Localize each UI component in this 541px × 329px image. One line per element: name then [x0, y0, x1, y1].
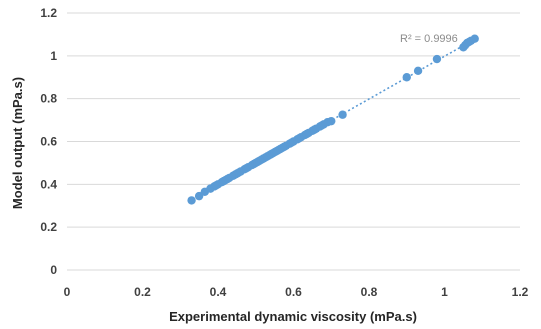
data-point	[187, 196, 196, 205]
x-tick-label: 0.4	[210, 285, 227, 299]
data-point	[402, 73, 411, 82]
x-tick-labels: 0 0.2 0.4 0.6 0.8 1 1.2	[64, 285, 529, 299]
x-tick-label: 0.8	[361, 285, 378, 299]
data-point	[327, 116, 336, 126]
data-point	[413, 66, 423, 76]
y-tick-label: 0.2	[40, 220, 57, 234]
y-tick-label: 1.2	[40, 6, 57, 20]
y-tick-labels: 0 0.2 0.4 0.6 0.8 1 1.2	[40, 6, 57, 277]
data-point	[338, 110, 347, 119]
x-axis-title: Experimental dynamic viscosity (mPa.s)	[169, 309, 417, 324]
r-squared-label: R² = 0.9996	[400, 33, 458, 45]
data-point	[470, 34, 479, 43]
gridlines	[67, 12, 520, 228]
data-points	[187, 34, 479, 205]
y-tick-label: 0.4	[40, 177, 57, 191]
y-tick-label: 0.6	[40, 135, 57, 149]
x-tick-label: 1.2	[512, 285, 529, 299]
data-point	[432, 54, 442, 64]
y-tick-label: 1	[50, 49, 57, 63]
x-tick-label: 0.6	[285, 285, 302, 299]
y-axis-title: Model output (mPa.s)	[10, 77, 25, 209]
x-tick-label: 1	[441, 285, 448, 299]
y-tick-label: 0	[50, 263, 57, 277]
y-tick-label: 0.8	[40, 92, 57, 106]
x-tick-label: 0	[64, 285, 71, 299]
x-tick-label: 0.2	[134, 285, 151, 299]
